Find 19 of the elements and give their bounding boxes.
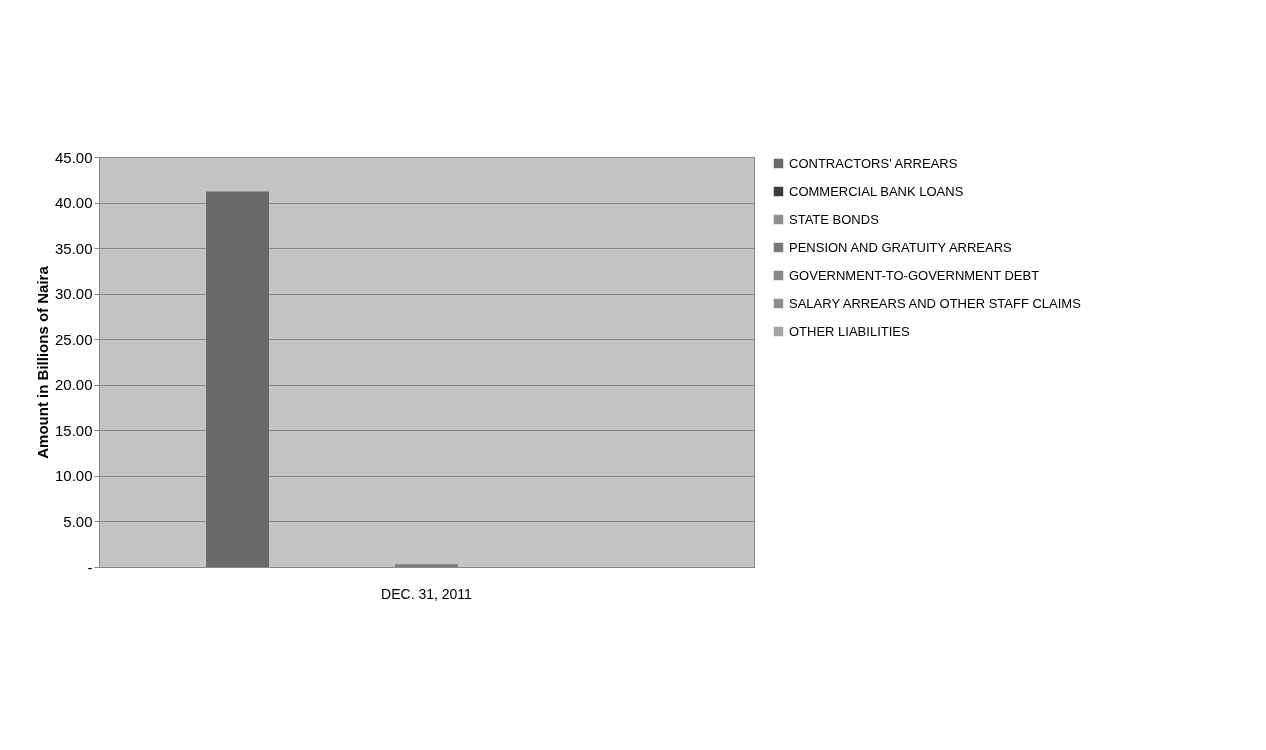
- legend-label: GOVERNMENT-TO-GOVERNMENT DEBT: [789, 267, 1040, 283]
- legend-label: PENSION AND GRATUITY ARREARS: [789, 239, 1013, 255]
- legend-label: OTHER LIABILITIES: [789, 323, 910, 339]
- y-tick-label: 5.00: [63, 512, 93, 530]
- y-tick-label: 25.00: [54, 330, 93, 348]
- legend-label: STATE BONDS: [789, 211, 880, 227]
- y-tick-label: 40.00: [54, 194, 93, 212]
- y-axis-title: Amount in Billions of Naira: [33, 265, 51, 459]
- y-tick-label: 15.00: [54, 421, 93, 439]
- y-tick-label: 45.00: [54, 148, 93, 166]
- y-tick-label: 20.00: [54, 376, 93, 394]
- y-tick-label: -: [87, 558, 93, 576]
- legend-label: COMMERCIAL BANK LOANS: [789, 183, 964, 199]
- x-tick-label: DEC. 31, 2011: [381, 585, 473, 602]
- y-tick-label: 30.00: [54, 285, 93, 303]
- y-tick-label: 35.00: [54, 239, 93, 257]
- y-tick-label: 10.00: [54, 467, 93, 485]
- legend-label: SALARY ARREARS AND OTHER STAFF CLAIMS: [789, 295, 1082, 311]
- legend-label: CONTRACTORS' ARREARS: [789, 155, 958, 171]
